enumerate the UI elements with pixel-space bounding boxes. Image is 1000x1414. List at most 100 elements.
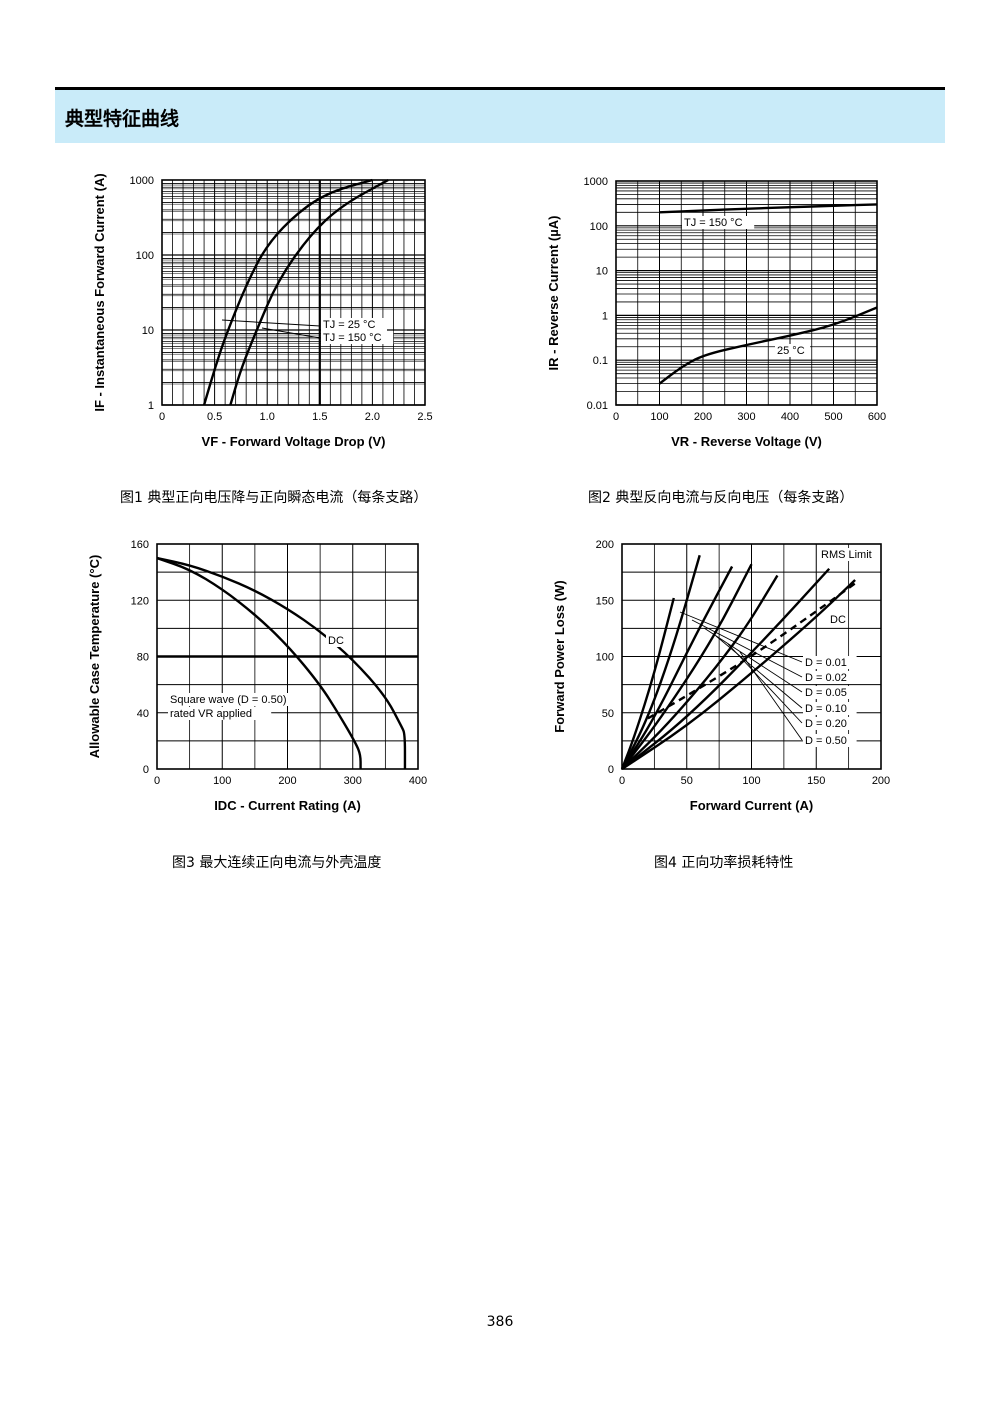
- leader-line: [261, 327, 321, 339]
- x-axis-label: IDC - Current Rating (A): [214, 798, 361, 813]
- y-tick-label: 0: [608, 764, 614, 776]
- y-tick-label: 100: [596, 652, 614, 664]
- page-number: 386: [486, 1314, 514, 1330]
- chart-fig1: 0 0.5 1.0 1.5 2.0 2.5 1 10 100 1000 VF - Forward V…: [92, 173, 433, 449]
- annotation-bg: [803, 717, 857, 730]
- x-tick-label: 200: [872, 775, 890, 787]
- y-tick-label: 150: [596, 595, 614, 607]
- annotation-label: Square wave (D = 0.50): [170, 694, 286, 706]
- x-axis-label: VF - Forward Voltage Drop (V): [202, 434, 386, 449]
- y-tick-label: 1000: [584, 176, 608, 188]
- x-tick-label: 50: [681, 775, 693, 787]
- x-tick-label: 100: [650, 411, 668, 423]
- y-tick-label: 1: [602, 310, 608, 322]
- chart-fig3: 0 100 200 300 400 0 40 80 120 160 IDC - Current Ra…: [87, 539, 427, 813]
- annotation-label: RMS Limit: [821, 549, 872, 561]
- y-tick-label: 120: [131, 595, 149, 607]
- annotation-label: D = 0.50: [805, 735, 847, 747]
- caption-fig2: 图2 典型反向电流与反向电压（每条支路）: [588, 490, 854, 506]
- annotation-label: rated VR applied: [170, 708, 252, 720]
- x-axis-label: Forward Current (A): [690, 798, 814, 813]
- y-tick-label: 160: [131, 539, 149, 551]
- x-axis-label: VR - Reverse Voltage (V): [671, 434, 822, 449]
- y-axis-label: IF - Instantaneous Forward Current (A): [92, 173, 107, 411]
- annotation-bg: [803, 656, 857, 669]
- header-rule: [55, 87, 945, 90]
- annotation-bg: [168, 707, 272, 720]
- y-tick-label: 10: [596, 266, 608, 278]
- annotation-bg: [819, 548, 879, 561]
- annotation-bg: [803, 734, 857, 747]
- annotation-bg: [321, 318, 387, 331]
- annotation-label: TJ = 25 °C: [323, 319, 375, 331]
- series-line-tj-150-c: [659, 203, 878, 214]
- leader-line: [727, 643, 803, 724]
- x-tick-label: 400: [781, 411, 799, 423]
- x-tick-label: 0.5: [207, 411, 222, 423]
- annotation-label: D = 0.01: [805, 657, 847, 669]
- plot-frame: [615, 180, 878, 406]
- plot-frame: [156, 543, 419, 770]
- leader-line: [715, 635, 803, 709]
- annotation-bg: [803, 671, 857, 684]
- y-axis-label: Forward Power Loss (W): [552, 580, 567, 732]
- annotation-label: D = 0.05: [805, 687, 847, 699]
- y-axis-label: Allowable Case Temperature (°C): [87, 555, 102, 759]
- x-tick-label: 0: [159, 411, 165, 423]
- series-line-tj-25-c: [229, 178, 389, 406]
- leader-line: [739, 651, 803, 741]
- annotation-bg: [326, 634, 343, 647]
- x-tick-label: 2.0: [365, 411, 380, 423]
- y-tick-label: 200: [596, 539, 614, 551]
- y-tick-label: 100: [590, 221, 608, 233]
- annotation-label: TJ = 150 °C: [323, 332, 382, 344]
- series-line-tj-150-c: [202, 178, 373, 406]
- leader-line: [679, 611, 803, 663]
- y-tick-label: 1: [148, 400, 154, 412]
- plot-frame: [161, 179, 426, 406]
- series-line-25-c: [658, 306, 878, 385]
- x-tick-label: 300: [344, 775, 362, 787]
- y-tick-label: 10: [142, 325, 154, 337]
- caption-fig3: 图3 最大连续正向电流与外壳温度: [172, 855, 382, 871]
- y-tick-label: 40: [137, 708, 149, 720]
- y-tick-label: 0.01: [587, 400, 608, 412]
- x-tick-label: 600: [868, 411, 886, 423]
- annotation-bg: [803, 702, 857, 715]
- section-title: 典型特征曲线: [65, 108, 180, 130]
- series-line-dc: [621, 579, 856, 771]
- annotation-bg: [321, 331, 394, 344]
- series-line-d-0-10: [621, 563, 753, 770]
- x-tick-label: 0: [619, 775, 625, 787]
- series-line-dc: [156, 556, 407, 769]
- section-banner: 典型特征曲线: [55, 90, 945, 143]
- plot-frame: [621, 543, 882, 770]
- y-tick-label: 50: [602, 708, 614, 720]
- caption-fig1: 图1 典型正向电压降与正向瞬态电流（每条支路）: [120, 490, 428, 506]
- x-tick-label: 0: [154, 775, 160, 787]
- caption-fig4: 图4 正向功率损耗特性: [654, 855, 794, 871]
- x-tick-label: 400: [409, 775, 427, 787]
- series-line-d-0-50: [621, 567, 831, 770]
- series-line-d-0-20: [621, 574, 779, 770]
- x-tick-label: 100: [213, 775, 231, 787]
- y-tick-label: 80: [137, 652, 149, 664]
- y-tick-label: 0: [143, 764, 149, 776]
- x-tick-label: 1.0: [260, 411, 275, 423]
- annotation-label: DC: [328, 635, 344, 647]
- chart-fig4: 0 50 100 150 200 0 50 100 150 200 Forward Current …: [552, 539, 890, 813]
- x-tick-label: 2.5: [417, 411, 432, 423]
- leader-line: [691, 619, 803, 678]
- x-tick-label: 500: [824, 411, 842, 423]
- annotation-label: D = 0.10: [805, 703, 847, 715]
- leader-line: [221, 319, 321, 327]
- annotation-label: 25 °C: [777, 345, 805, 357]
- annotation-label: TJ = 150 °C: [684, 217, 743, 229]
- x-tick-label: 100: [742, 775, 760, 787]
- x-tick-label: 1.5: [312, 411, 327, 423]
- y-tick-label: 100: [136, 250, 154, 262]
- y-tick-label: 1000: [130, 175, 154, 187]
- y-axis-label: IR - Reverse Current (µA): [546, 216, 561, 371]
- leader-line: [703, 627, 803, 693]
